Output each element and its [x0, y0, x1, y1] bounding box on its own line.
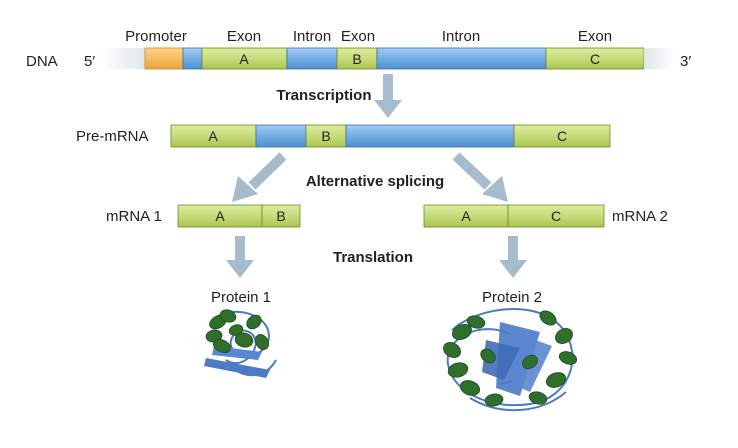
mrna1-exon-b	[261, 204, 301, 228]
dna-segment-a-label: A	[239, 51, 249, 67]
mrna1-label: mRNA 1	[106, 208, 162, 225]
transcription-label: Transcription	[276, 87, 371, 104]
header-promoter: Promoter	[125, 28, 187, 45]
translation-label: Translation	[333, 249, 413, 266]
pre-mrna-exon-c	[513, 124, 611, 148]
translation-arrow-right	[499, 236, 527, 278]
mrna2-row: A C mRNA 2	[423, 204, 668, 228]
three-prime-label: 3′	[680, 53, 691, 70]
mrna1-row: mRNA 1 A B	[106, 204, 301, 228]
dna-segment-c-label: C	[590, 51, 600, 67]
dna-spacer	[182, 47, 203, 70]
mrna2-label: mRNA 2	[612, 208, 668, 225]
header-intron-1: Intron	[293, 28, 331, 45]
splicing-arrow-left	[232, 152, 287, 202]
pre-mrna-segment-b-label: B	[321, 128, 330, 144]
header-exon-b: Exon	[341, 28, 375, 45]
protein1-structure	[204, 309, 277, 378]
protein1-label: Protein 1	[211, 289, 271, 306]
mrna2-segment-c-label: C	[551, 208, 561, 224]
dna-promoter	[144, 47, 184, 70]
protein2-label: Protein 2	[482, 289, 542, 306]
translation-arrow-left	[226, 236, 254, 278]
pre-mrna-segment-c-label: C	[557, 128, 567, 144]
pre-mrna-segment-a-label: A	[208, 128, 218, 144]
mrna2-exon-c	[507, 204, 605, 228]
pre-mrna-row: Pre-mRNA A B C	[76, 124, 611, 148]
mrna1-segment-b-label: B	[276, 208, 285, 224]
header-intron-2: Intron	[442, 28, 480, 45]
dna-label: DNA	[26, 53, 58, 70]
splicing-arrow-right	[452, 152, 508, 202]
dna-segment-b-label: B	[352, 51, 361, 67]
header-exon-c: Exon	[578, 28, 612, 45]
dna-intron-2	[376, 47, 547, 70]
alternative-splicing-label: Alternative splicing	[306, 173, 444, 190]
mrna2-segment-a-label: A	[461, 208, 471, 224]
pre-mrna-label: Pre-mRNA	[76, 128, 149, 145]
protein2-structure	[443, 308, 578, 412]
dna-flank-3	[644, 48, 674, 69]
pre-mrna-intron-2	[345, 124, 515, 148]
transcription-arrow	[374, 74, 402, 118]
pre-mrna-intron-1	[255, 124, 307, 148]
mrna1-segment-a-label: A	[215, 208, 225, 224]
dna-intron-1	[286, 47, 338, 70]
dna-row: DNA 5′ 3′ Promoter Exon Intron Exon Intr…	[26, 28, 691, 70]
header-exon-a: Exon	[227, 28, 261, 45]
five-prime-label: 5′	[84, 53, 95, 70]
dna-flank-5	[102, 48, 145, 69]
